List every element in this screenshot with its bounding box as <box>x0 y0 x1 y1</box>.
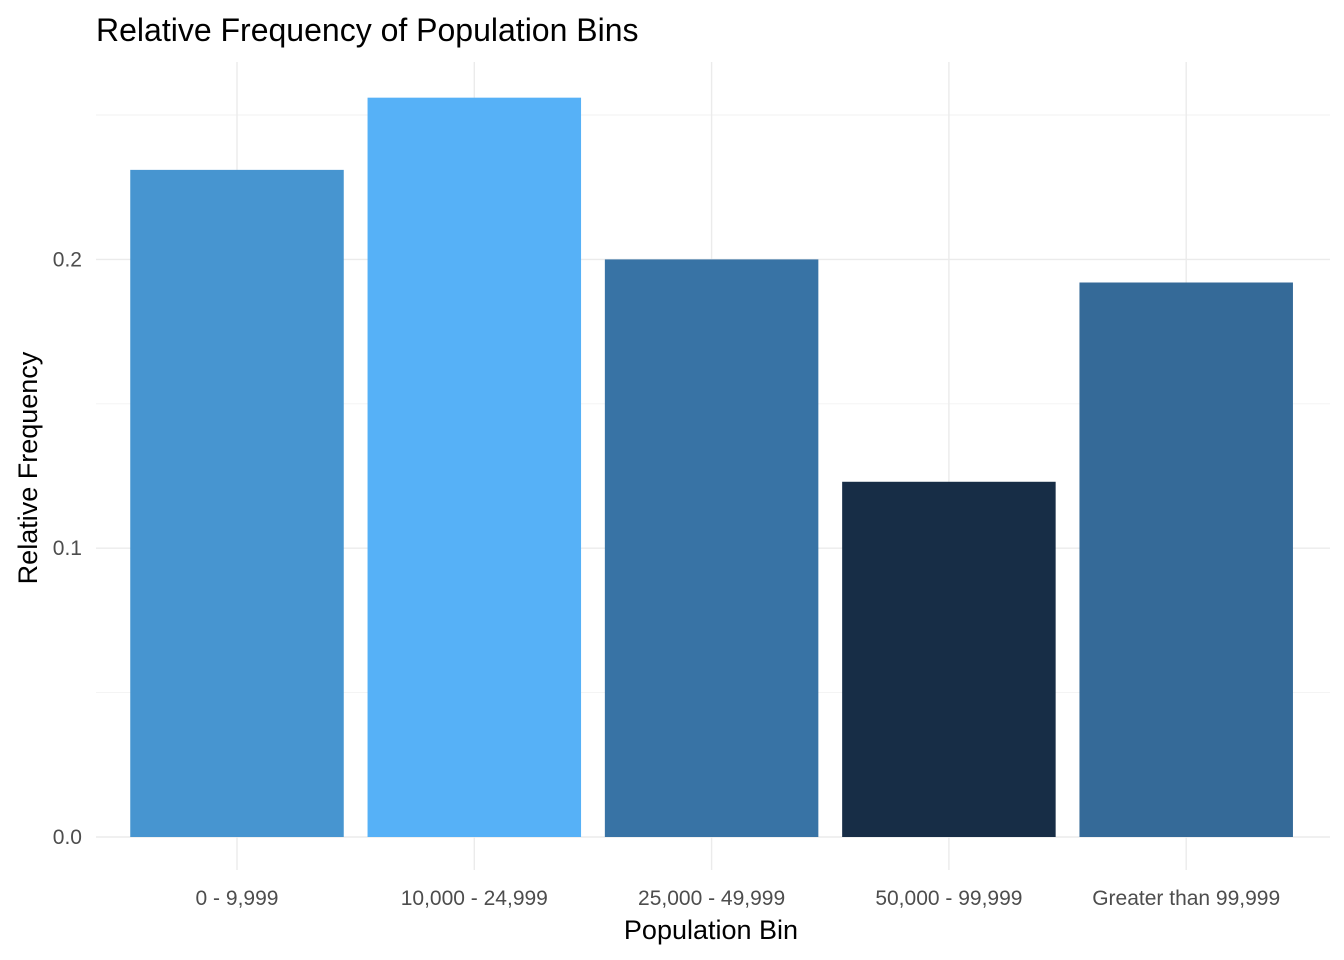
chart-title: Relative Frequency of Population Bins <box>96 12 639 48</box>
x-axis-title: Population Bin <box>624 915 798 945</box>
bars <box>130 97 1293 837</box>
y-axis-title: Relative Frequency <box>13 351 43 584</box>
x-tick-label: 25,000 - 49,999 <box>638 887 785 910</box>
x-tick-label: 0 - 9,999 <box>196 887 279 910</box>
bar <box>367 97 582 837</box>
bar <box>1079 282 1293 837</box>
bar <box>842 481 1056 837</box>
y-axis-ticks: 0.0 0.1 0.2 <box>53 248 82 849</box>
y-tick-label: 0.2 <box>53 248 82 271</box>
x-tick-label: Greater than 99,999 <box>1092 887 1280 910</box>
x-tick-label: 10,000 - 24,999 <box>401 887 548 910</box>
x-axis-ticks: 0 - 9,999 10,000 - 24,999 25,000 - 49,999 5… <box>196 887 1281 910</box>
bar <box>604 259 819 837</box>
bar <box>130 169 344 837</box>
y-tick-label: 0.0 <box>53 826 82 849</box>
y-tick-label: 0.1 <box>53 537 82 560</box>
x-tick-label: 50,000 - 99,999 <box>875 887 1022 910</box>
